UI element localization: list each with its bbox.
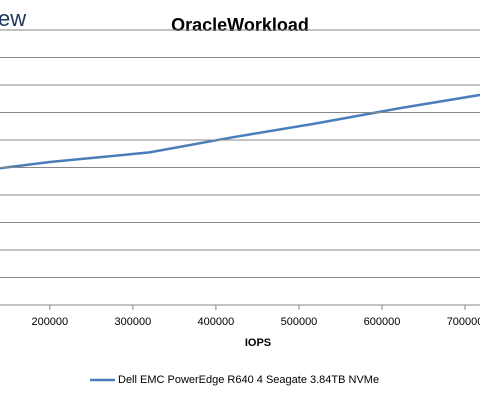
x-tick-label: 500000 <box>281 316 318 328</box>
x-axis-label: IOPS <box>245 337 271 349</box>
x-tick-label: 300000 <box>115 316 152 328</box>
x-tick-label: 400000 <box>198 316 235 328</box>
x-tick-label: 200000 <box>31 316 68 328</box>
x-tick-label: 600000 <box>364 316 401 328</box>
series-line <box>0 93 480 170</box>
legend-label: Dell EMC PowerEdge R640 4 Seagate 3.84TB… <box>118 374 379 386</box>
x-tick-label: 700000 <box>447 316 480 328</box>
logo-text: ew <box>0 6 26 31</box>
chart-title: OracleWorkload <box>171 15 309 35</box>
